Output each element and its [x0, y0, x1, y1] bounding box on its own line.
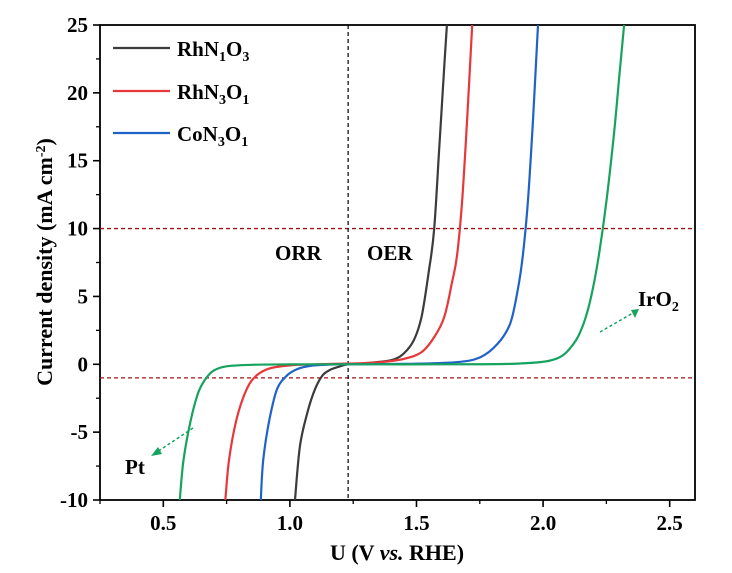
legend-label-rhn1o3: RhN1O3	[177, 37, 249, 65]
y-tick-label: -10	[60, 488, 88, 512]
reference-lines	[100, 25, 695, 500]
oer-region-label: OER	[367, 241, 413, 265]
y-tick-label: 0	[78, 352, 89, 376]
iro2-annotation-arrow	[599, 312, 634, 333]
iro2-annotation-label: IrO2	[638, 287, 679, 315]
pt-annotation-arrow	[156, 427, 194, 453]
y-tick-label: 10	[67, 217, 88, 241]
series-line-rhn3o1	[224, 24, 474, 501]
legend-label-con3o1: CoN3O1	[177, 122, 248, 150]
y-axis-title: Current density (mA cm-2)	[32, 138, 57, 386]
y-tick-label: 20	[67, 81, 88, 105]
y-tick-label: 25	[67, 13, 88, 37]
axis-ticks: 0.5 1.0 1.5 2.0 2.5 -10 -5 0 5 10 15 20 25	[60, 13, 683, 535]
pt-arrowhead-icon	[151, 447, 162, 456]
y-tick-label: 15	[67, 149, 88, 173]
legend-label-rhn3o1: RhN3O1	[177, 80, 249, 108]
x-tick-label: 1.0	[277, 511, 303, 535]
y-tick-label: -5	[71, 420, 89, 444]
pt-annotation-label: Pt	[125, 455, 145, 479]
annotations: Pt IrO2	[125, 287, 679, 479]
x-axis-title: U (V vs. RHE)	[330, 540, 464, 565]
orr-region-label: ORR	[275, 241, 323, 265]
series-line-green	[178, 24, 626, 501]
y-tick-label: 5	[78, 284, 89, 308]
x-tick-label: 1.5	[403, 511, 429, 535]
series-layer	[178, 24, 626, 501]
x-tick-label: 2.0	[530, 511, 556, 535]
x-tick-label: 2.5	[657, 511, 683, 535]
x-tick-label: 0.5	[150, 511, 176, 535]
iro2-arrowhead-icon	[631, 309, 639, 318]
legend: RhN1O3 RhN3O1 CoN3O1	[113, 37, 249, 150]
